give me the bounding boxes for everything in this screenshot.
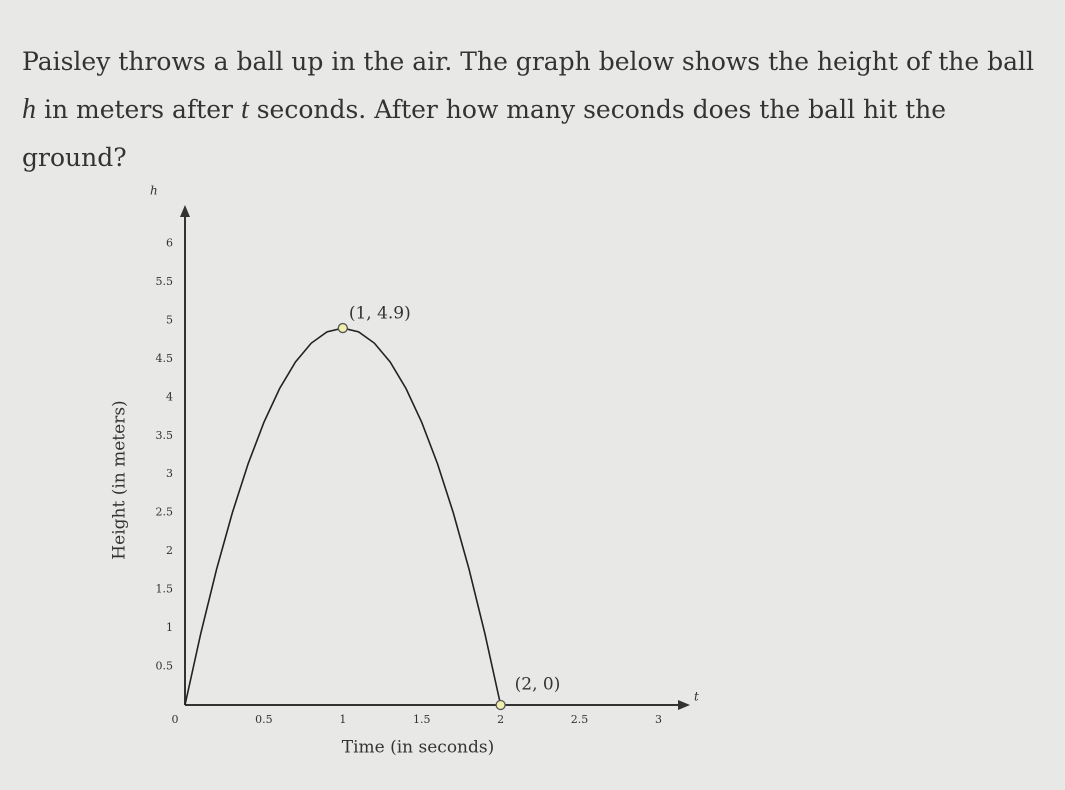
x-arrow — [678, 700, 690, 710]
y-tick-label: 1 — [166, 621, 173, 634]
variable: h — [22, 94, 36, 125]
x-tick-label: 2 — [497, 713, 504, 726]
x-tick-label: 3 — [655, 713, 662, 726]
variable: t — [240, 94, 249, 125]
y-axis-name: h — [150, 184, 158, 198]
y-tick-label: 3 — [166, 467, 173, 480]
key-point — [337, 322, 348, 334]
question: Paisley throws a ball up in the air. The… — [22, 38, 1052, 182]
y-tick-label: 4 — [166, 390, 173, 403]
question-text: seconds. After how many seconds does the… — [22, 95, 947, 172]
x-axis-name: t — [694, 690, 699, 704]
y-tick-label: 4.5 — [156, 352, 174, 365]
y-tick-label: 5 — [166, 313, 173, 326]
question-text: in meters after — [36, 95, 241, 124]
key-point — [495, 699, 506, 711]
question-text: Paisley throws a ball up in the air. The… — [22, 47, 1034, 76]
x-axis-label: Time (in seconds) — [342, 738, 495, 758]
y-tick-label: 0.5 — [156, 660, 174, 673]
point-label: (2, 0) — [515, 675, 561, 695]
curve — [184, 327, 502, 706]
x-tick-label: 1 — [339, 713, 346, 726]
y-tick-label: 5.5 — [156, 275, 174, 288]
x-tick-label: 1.5 — [413, 713, 431, 726]
y-tick-label: 3.5 — [156, 429, 174, 442]
y-tick-label: 2.5 — [156, 506, 174, 519]
y-axis-label: Height (in meters) — [110, 400, 130, 559]
y-tick-label: 6 — [166, 236, 173, 249]
y-tick-label: 1.5 — [156, 583, 174, 596]
y-tick-label: 2 — [166, 544, 173, 557]
point-label: (1, 4.9) — [349, 304, 411, 324]
x-tick-label: 0 — [172, 713, 179, 726]
y-arrow — [180, 205, 190, 217]
x-tick-label: 0.5 — [255, 713, 273, 726]
x-tick-label: 2.5 — [571, 713, 589, 726]
